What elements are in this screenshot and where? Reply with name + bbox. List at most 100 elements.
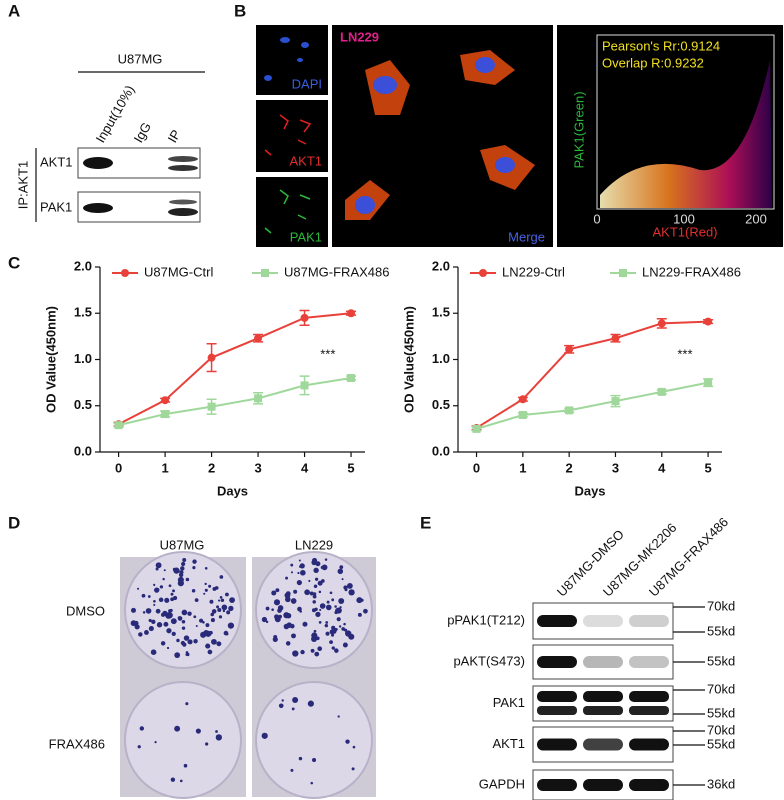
colony — [299, 563, 305, 569]
y-tick-label: 0.0 — [74, 443, 92, 458]
point — [300, 313, 309, 322]
band — [583, 615, 623, 627]
colony — [187, 611, 192, 616]
panel-letter: A — [8, 1, 20, 20]
colony — [134, 624, 140, 630]
colony — [318, 621, 322, 624]
colony — [309, 591, 314, 596]
colony — [181, 619, 186, 624]
colony — [343, 622, 346, 626]
band — [168, 165, 198, 171]
colony — [229, 597, 235, 603]
colony — [285, 641, 291, 646]
colony — [265, 620, 269, 624]
colony — [278, 614, 282, 619]
x-tick-label: 2 — [208, 460, 215, 475]
colony — [158, 597, 164, 603]
colony — [171, 631, 176, 637]
colony — [219, 575, 224, 579]
colony — [324, 558, 328, 561]
colony — [277, 605, 284, 611]
point — [518, 411, 527, 419]
panel-letter: E — [420, 513, 431, 532]
colony — [319, 608, 322, 611]
colony — [160, 641, 166, 646]
x-tick-label: 5 — [704, 460, 711, 475]
point — [611, 397, 620, 406]
marker-label: 55kd — [707, 705, 735, 720]
x-tick-label: 3 — [254, 460, 261, 475]
colony — [356, 597, 363, 604]
colony — [199, 618, 204, 623]
colony — [291, 633, 296, 639]
row-label: PAK1 — [40, 199, 72, 214]
colony — [159, 585, 164, 589]
colony — [179, 570, 184, 575]
row-label: DMSO — [66, 603, 105, 618]
colony — [314, 577, 319, 581]
colony — [341, 578, 344, 581]
colony — [145, 608, 152, 614]
colony — [131, 607, 136, 613]
colony — [329, 640, 333, 645]
colony — [187, 640, 190, 644]
colony — [312, 600, 316, 604]
colony — [313, 584, 318, 589]
marker-label: 70kd — [707, 681, 735, 696]
density — [600, 60, 772, 208]
merge-label: Merge — [508, 229, 545, 244]
point — [347, 309, 356, 318]
colony — [200, 631, 207, 638]
cell-line: U87MG — [118, 51, 163, 66]
colony — [166, 612, 173, 619]
row-label: AKT1 — [40, 154, 73, 169]
colony — [310, 648, 315, 653]
row-label: pAKT(S473) — [453, 653, 525, 668]
colony — [174, 652, 181, 659]
colony — [179, 779, 183, 783]
colony — [331, 646, 335, 650]
colony — [170, 597, 175, 602]
colony — [324, 623, 329, 628]
legend-label: LN229-FRAX486 — [642, 264, 741, 279]
colony — [150, 649, 157, 655]
colony — [185, 577, 190, 582]
colony — [317, 646, 323, 652]
colony — [348, 589, 355, 596]
colony — [315, 611, 321, 618]
colony — [326, 600, 330, 604]
colony — [216, 641, 222, 647]
colony — [363, 608, 368, 614]
marker-label: 55kd — [707, 623, 735, 638]
colony — [214, 586, 219, 590]
band — [629, 779, 669, 791]
colony — [153, 599, 156, 603]
colony — [210, 612, 215, 617]
colony — [273, 599, 281, 606]
row-label: PAK1 — [493, 695, 525, 710]
colony — [298, 559, 301, 562]
colony — [325, 621, 329, 624]
colony — [215, 734, 223, 741]
band — [629, 615, 669, 627]
band — [537, 779, 577, 791]
colony — [148, 618, 152, 623]
channel-label: DAPI — [292, 76, 322, 91]
marker-label: 55kd — [707, 653, 735, 668]
colony — [308, 579, 311, 583]
row-label: pPAK1(T212) — [447, 612, 525, 627]
x-tick-label: 1 — [519, 460, 526, 475]
band — [537, 691, 577, 702]
colony — [211, 638, 217, 645]
scatter-x-label: AKT1(Red) — [652, 224, 717, 239]
colony — [329, 591, 333, 595]
colony — [162, 577, 165, 581]
colony — [193, 639, 198, 644]
colony — [338, 625, 342, 628]
colony — [271, 590, 277, 596]
colony — [321, 564, 328, 571]
y-tick-label: 0.5 — [74, 397, 92, 412]
colony — [153, 603, 156, 606]
panel-letter: B — [234, 1, 246, 20]
colony — [225, 632, 229, 636]
